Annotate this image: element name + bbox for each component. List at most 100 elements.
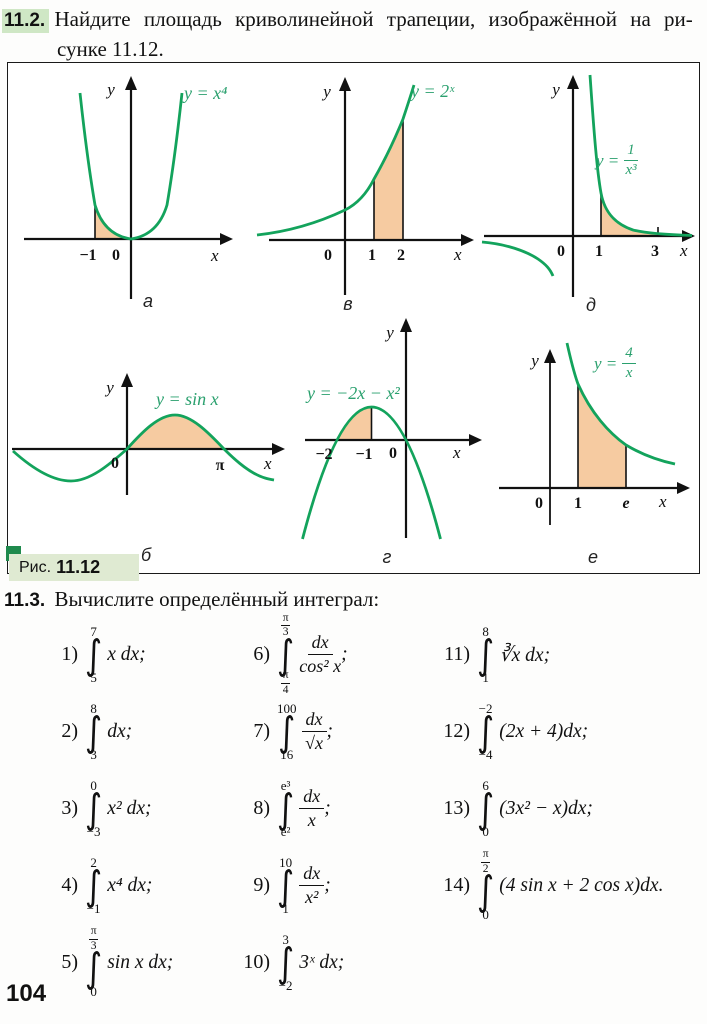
integral-limit: 3 bbox=[282, 931, 289, 947]
function-label-fraction: y = 4 x bbox=[594, 346, 636, 381]
y-axis-arrow bbox=[567, 75, 579, 89]
integrand-fraction: dx √x bbox=[301, 710, 327, 753]
y-axis-label: y bbox=[104, 378, 114, 397]
curve-2x bbox=[256, 84, 416, 237]
integrand: sin x dx; bbox=[107, 952, 173, 974]
integrand-text: (2x + 4)dx; bbox=[499, 720, 589, 742]
function-label: y = −2x − x² bbox=[305, 383, 400, 403]
integral-sign: ∫ bbox=[85, 630, 103, 678]
shaded-region bbox=[601, 193, 658, 236]
integrand: dx x; bbox=[299, 787, 331, 830]
y-axis-label: y bbox=[550, 80, 560, 99]
x-axis-label: x bbox=[210, 246, 219, 265]
integral-limit: −3 bbox=[86, 824, 101, 840]
y-axis-label: y bbox=[321, 82, 331, 101]
item-number: 2) bbox=[61, 720, 78, 742]
integrand-text: ∛x dx; bbox=[499, 644, 551, 666]
fraction-denominator: x bbox=[307, 810, 316, 830]
caption-number: 11.12 bbox=[56, 557, 101, 577]
tick-label: 0 bbox=[557, 243, 565, 260]
x-axis-label: x bbox=[658, 492, 667, 511]
problem-11-3: 11.3. Вычислите определённый интеграл: bbox=[2, 585, 702, 615]
integrand: 3ˣ dx; bbox=[299, 952, 344, 974]
tick-label: π bbox=[216, 457, 225, 474]
integral-sign-group: 100 ∫ 16 bbox=[277, 701, 297, 763]
graph-b: 0 π x y y = sin x bbox=[8, 313, 298, 551]
function-label: y = x⁴ bbox=[182, 83, 227, 103]
tick-label: 3 bbox=[651, 243, 659, 260]
graph-g: −2 −1 0 x y y = −2x − x² bbox=[293, 308, 493, 576]
integral-sign-group: 8 ∫ 1 bbox=[477, 624, 494, 686]
graph-e: 0 1 e x y y = 4 x bbox=[491, 313, 699, 563]
integral-sign-group: −2 ∫ −4 bbox=[477, 701, 494, 763]
integral-item: 4) 2 ∫ −1 x⁴ dx; bbox=[36, 855, 228, 917]
item-number: 9) bbox=[253, 874, 270, 896]
integral-sign-group: π 3 ∫ π 4 bbox=[277, 612, 294, 697]
item-number: 13) bbox=[443, 797, 470, 819]
integral-limit: 10 bbox=[279, 854, 293, 870]
integral-limit: 5 bbox=[90, 670, 97, 686]
curve-4-over-x bbox=[565, 342, 676, 466]
y-axis-arrow bbox=[400, 318, 412, 332]
integrand-text: sin x dx; bbox=[107, 951, 174, 973]
integral-sign: ∫ bbox=[277, 938, 295, 986]
y-axis-label: y bbox=[384, 323, 394, 342]
item-number: 4) bbox=[61, 874, 78, 896]
item-number: 12) bbox=[443, 720, 470, 742]
integral-item: 12) −2 ∫ −4 (2x + 4)dx; bbox=[428, 701, 696, 763]
integral-limit: 7 bbox=[90, 623, 97, 639]
integrand: dx √x; bbox=[301, 710, 333, 753]
curve-sin bbox=[12, 413, 275, 483]
item-number: 3) bbox=[61, 797, 78, 819]
integral-sign-group: π 2 ∫ 0 bbox=[477, 849, 494, 922]
item-number: 5) bbox=[61, 951, 78, 973]
integral-limit: 100 bbox=[277, 700, 297, 716]
tick-label: −1 bbox=[355, 446, 372, 463]
integral-limit: 2 bbox=[90, 854, 97, 870]
integral-sign: ∫ bbox=[278, 707, 296, 755]
fraction-numerator: 1 bbox=[624, 143, 638, 161]
function-prefix: y = bbox=[596, 151, 620, 170]
integral-sign-group: e³ ∫ e² bbox=[277, 778, 294, 840]
graph-a: −1 0 x y y = x⁴ bbox=[8, 63, 253, 311]
integral-limit: −1 bbox=[86, 901, 101, 917]
item-number: 6) bbox=[253, 643, 270, 665]
integrand-text: ; bbox=[341, 643, 348, 665]
integral-limit: −4 bbox=[478, 747, 493, 763]
integral-limit: −2 bbox=[478, 700, 493, 716]
y-axis-arrow bbox=[544, 349, 556, 363]
limit-denominator: 3 bbox=[280, 625, 291, 639]
integral-limit: 6 bbox=[482, 777, 489, 793]
graph-d: 0 1 3 x y y = 1 x³ bbox=[478, 63, 699, 311]
integrand-text: x² dx; bbox=[107, 797, 152, 819]
tick-label: 0 bbox=[389, 445, 397, 462]
tick-label: 0 bbox=[112, 247, 120, 264]
integral-limit: 16 bbox=[280, 747, 294, 763]
caption-text: Рис. 11.12 bbox=[9, 554, 139, 581]
integrand: ∛x dx; bbox=[499, 643, 550, 667]
integral-item: 6) π 3 ∫ π 4 dx cos² x; bbox=[228, 612, 428, 697]
integral-item: 5) π 3 ∫ 0 sin x dx; bbox=[36, 926, 228, 999]
shaded-region bbox=[337, 407, 372, 440]
integrand: (3x² − x)dx; bbox=[499, 798, 593, 820]
fraction-numerator: dx bbox=[307, 633, 333, 655]
integral-item: 13) 6 ∫ 0 (3x² − x)dx; bbox=[428, 778, 696, 840]
tick-label: e bbox=[622, 495, 629, 512]
integrand-text: ; bbox=[324, 874, 331, 896]
integral-sign: ∫ bbox=[85, 943, 103, 992]
integrand-text: (4 sin x + 2 cos x)dx. bbox=[499, 874, 664, 896]
x-axis-label: x bbox=[453, 245, 462, 264]
limit-denominator: 4 bbox=[280, 682, 291, 696]
integral-sign-group: 3 ∫ −2 bbox=[277, 932, 294, 994]
fraction-numerator: dx bbox=[299, 864, 325, 886]
curve-x4 bbox=[78, 92, 184, 241]
item-number: 10) bbox=[243, 951, 270, 973]
x-axis-arrow bbox=[220, 233, 233, 245]
integrand-text: x dx; bbox=[107, 643, 146, 665]
integral-sign-group: 7 ∫ 5 bbox=[85, 624, 102, 686]
fraction: 1 x³ bbox=[624, 143, 638, 178]
function-label: y = 2ˣ bbox=[409, 81, 455, 101]
